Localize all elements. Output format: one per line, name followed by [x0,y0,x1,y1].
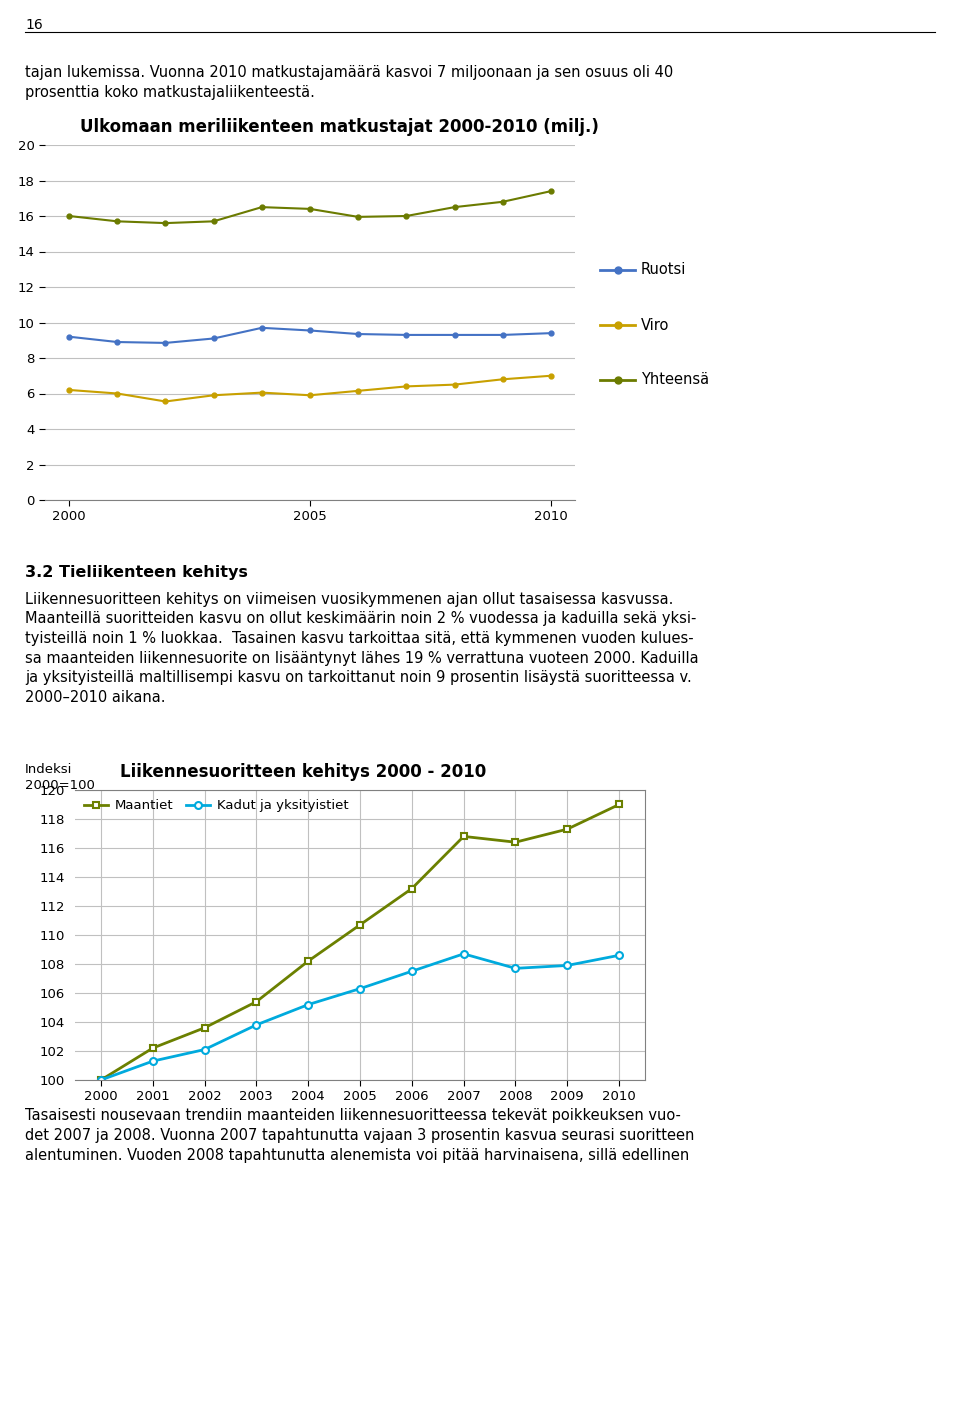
Text: alentuminen. Vuoden 2008 tapahtunutta alenemista voi pitää harvinaisena, sillä e: alentuminen. Vuoden 2008 tapahtunutta al… [25,1148,689,1163]
Text: 2000=100: 2000=100 [25,779,95,793]
Text: det 2007 ja 2008. Vuonna 2007 tapahtunutta vajaan 3 prosentin kasvua seurasi suo: det 2007 ja 2008. Vuonna 2007 tapahtunut… [25,1128,694,1143]
Text: prosenttia koko matkustajaliikenteestä.: prosenttia koko matkustajaliikenteestä. [25,86,315,100]
Text: sa maanteiden liikennesuorite on lisääntynyt lähes 19 % verrattuna vuoteen 2000.: sa maanteiden liikennesuorite on lisäänt… [25,651,699,665]
Text: Yhteensä: Yhteensä [641,373,709,387]
Text: 16: 16 [25,18,43,32]
Text: 2000–2010 aikana.: 2000–2010 aikana. [25,689,165,704]
Text: Ruotsi: Ruotsi [641,262,686,278]
Text: Tasaisesti nousevaan trendiin maanteiden liikennesuoritteessa tekevät poikkeukse: Tasaisesti nousevaan trendiin maanteiden… [25,1108,681,1122]
Text: tajan lukemissa. Vuonna 2010 matkustajamäärä kasvoi 7 miljoonaan ja sen osuus ol: tajan lukemissa. Vuonna 2010 matkustajam… [25,65,673,80]
Text: Ulkomaan meriliikenteen matkustajat 2000-2010 (milj.): Ulkomaan meriliikenteen matkustajat 2000… [80,118,599,136]
Text: tyisteillä noin 1 % luokkaa.  Tasainen kasvu tarkoittaa sitä, että kymmenen vuod: tyisteillä noin 1 % luokkaa. Tasainen ka… [25,631,694,645]
Text: 3.2 Tieliikenteen kehitys: 3.2 Tieliikenteen kehitys [25,565,248,579]
Text: Maanteillä suoritteiden kasvu on ollut keskimäärin noin 2 % vuodessa ja kaduilla: Maanteillä suoritteiden kasvu on ollut k… [25,612,696,627]
Text: ja yksityisteillä maltillisempi kasvu on tarkoittanut noin 9 prosentin lisäystä : ja yksityisteillä maltillisempi kasvu on… [25,671,692,685]
Legend: Maantiet, Kadut ja yksityistiet: Maantiet, Kadut ja yksityistiet [82,797,351,815]
Text: Indeksi: Indeksi [25,763,72,776]
Text: Viro: Viro [641,317,669,333]
Text: Liikennesuoritteen kehitys on viimeisen vuosikymmenen ajan ollut tasaisessa kasv: Liikennesuoritteen kehitys on viimeisen … [25,592,673,607]
Text: Liikennesuoritteen kehitys 2000 - 2010: Liikennesuoritteen kehitys 2000 - 2010 [120,763,487,781]
